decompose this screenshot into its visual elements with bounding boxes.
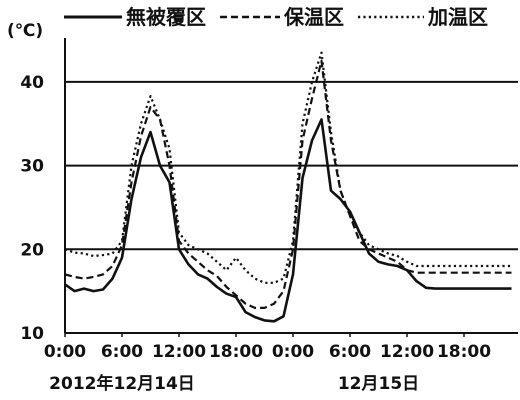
x-tick-label: 18:00: [437, 342, 491, 362]
y-tick-label: 20: [20, 240, 44, 260]
legend-label: 保温区: [283, 5, 344, 29]
y-tick-label: 40: [20, 73, 44, 93]
x-tick-label: 0:00: [44, 342, 86, 362]
y-unit-label: (℃): [7, 21, 43, 41]
x-tick-label: 12:00: [380, 342, 434, 362]
series-layer: [64, 51, 512, 323]
label-layer: (℃) 2012年12月14日 12月15日: [7, 21, 419, 394]
x-tick-label: 12:00: [152, 342, 206, 362]
series-line-dashed: [64, 59, 512, 309]
series-line-solid: [64, 118, 512, 323]
x-tick-label: 18:00: [209, 342, 263, 362]
legend: 無被覆区 保温区 加温区: [64, 5, 488, 29]
series-line-dotted: [64, 51, 512, 284]
x-tick-label: 6:00: [101, 342, 143, 362]
legend-label: 加温区: [427, 5, 488, 29]
date-label: 12月15日: [338, 374, 419, 394]
y-tick-label: 30: [20, 157, 44, 177]
date-label: 2012年12月14日: [49, 373, 195, 394]
x-tick-label: 0:00: [272, 342, 314, 362]
legend-label: 無被覆区: [126, 5, 206, 29]
x-tick-label: 6:00: [329, 342, 371, 362]
grid-layer: [65, 80, 518, 251]
y-tick-label: 10: [20, 324, 44, 344]
